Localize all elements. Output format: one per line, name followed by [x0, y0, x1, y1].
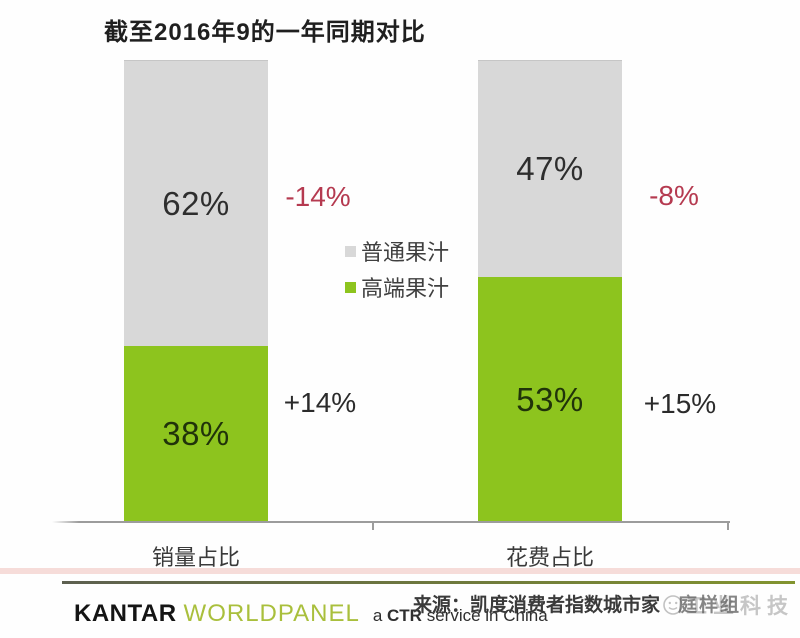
category-label: 销量占比	[151, 545, 240, 570]
legend-swatch-gray	[345, 245, 356, 257]
tagline-a: a	[372, 606, 383, 625]
stacked-bar: 47% 53%	[478, 60, 622, 522]
x-axis-tick	[372, 521, 374, 530]
segment-value-label: 62%	[162, 184, 230, 222]
tagline-ctr: CTR	[387, 606, 422, 625]
segment-value-label: 38%	[162, 415, 230, 453]
footer-divider-line	[62, 581, 795, 584]
x-axis-line	[52, 521, 730, 523]
tagline-rest: service in China	[426, 606, 548, 625]
bar-segment-premium-juice: 53%	[478, 277, 622, 522]
kantar-logo-text: KANTAR	[74, 600, 177, 627]
bar-group: 62% 38% 销量占比	[124, 60, 268, 570]
smiley-face-icon	[663, 595, 683, 615]
legend-label: 高端果汁	[361, 276, 450, 301]
change-label: -14%	[285, 181, 351, 212]
bar-group: 47% 53% 花费占比	[478, 60, 622, 570]
legend-swatch-green	[345, 281, 356, 293]
brand-logo: KANTAR WORLDPANEL a CTR service in China	[74, 600, 548, 628]
segment-value-label: 53%	[516, 380, 584, 418]
worldpanel-logo-text: WORLDPANEL	[183, 600, 360, 627]
change-label: +15%	[643, 388, 717, 419]
change-label: +14%	[283, 387, 357, 418]
watermark-text: 工业科技	[686, 595, 794, 618]
category-label: 花费占比	[505, 545, 594, 570]
watermark: 庭样组 工业科技	[662, 590, 794, 620]
chart-legend: 普通果汁 高端果汁	[345, 239, 449, 311]
x-axis-tick	[727, 521, 729, 530]
artifact-stripe	[0, 568, 800, 574]
legend-item-premium-juice: 高端果汁	[345, 275, 449, 301]
bar-segment-premium-juice: 38%	[124, 346, 268, 522]
brand-tagline: a CTR service in China	[373, 606, 548, 626]
legend-item-normal-juice: 普通果汁	[345, 239, 449, 265]
legend-label: 普通果汁	[361, 240, 450, 265]
segment-value-label: 47%	[516, 150, 584, 188]
bar-segment-normal-juice: 62%	[124, 60, 268, 347]
stacked-bar: 62% 38%	[124, 60, 268, 522]
obscured-source-text: 庭样组	[678, 595, 742, 616]
bar-segment-normal-juice: 47%	[478, 60, 622, 278]
source-text: 来源：凯度消费者指数城市家	[412, 595, 660, 616]
change-label: -8%	[649, 180, 699, 211]
source-attribution: 来源：凯度消费者指数城市家 庭样组 工业科技	[413, 590, 794, 620]
chart-title: 截至2016年9的一年同期对比	[104, 19, 426, 46]
